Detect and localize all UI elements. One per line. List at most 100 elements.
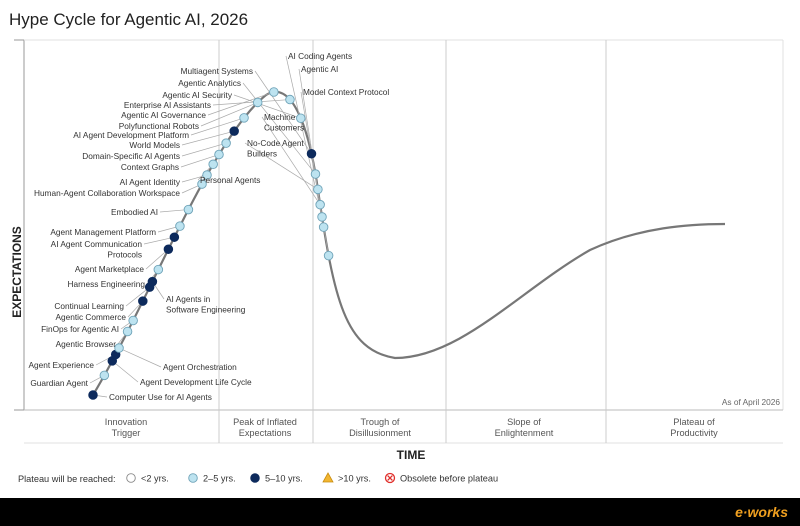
leader-enterprise-ai-assistants [212, 99, 290, 106]
label-agent-marketplace: Agent Marketplace [75, 264, 145, 274]
label-human-agent-collaboration-workspace: Human-Agent Collaboration Workspace [34, 188, 180, 198]
plot-frame [14, 39, 784, 444]
legend-5to10-symbol [250, 473, 260, 483]
marker-agentic-commerce [138, 296, 148, 306]
legend-obsolete-cross [387, 475, 393, 481]
label-harness-engineering: Harness Engineering [68, 279, 146, 289]
phase-label-plateau-of-productivity: Plateau of Productivity [670, 417, 718, 438]
leader-embodied-ai [159, 209, 189, 213]
leader-ai-agent-development-platform [190, 117, 245, 136]
label-no-code-agent-builders: No-Code Agent Builders [247, 138, 304, 159]
legend-2to5-label: 2–5 yrs. [203, 474, 236, 484]
technology-labels: Computer Use for AI Agents Guardian Agent… [29, 51, 390, 402]
marker-guardian-agent [99, 370, 110, 381]
marker-agent-orchestration [114, 343, 124, 353]
leader-ai-agent-communication-protocols [143, 236, 175, 245]
legend-2to5-symbol [188, 473, 198, 483]
phase-label-slope-of-enlightenment: Slope of Enlightenment [495, 417, 554, 438]
marker-enterprise-ai-assistants [285, 94, 295, 105]
label-agentic-ai: Agentic AI [301, 64, 338, 74]
label-polyfunctional-robots: Polyfunctional Robots [119, 121, 199, 131]
label-agentic-ai-governance: Agentic AI Governance [121, 110, 206, 120]
marker-machine-customers [315, 199, 325, 210]
marker-embodied-ai [183, 204, 194, 215]
marker-ai-agent-communication-protocols [169, 232, 180, 242]
leader-domain-specific-ai-agents [181, 142, 227, 157]
marker-harness-engineering [153, 264, 164, 275]
chart-title: Hype Cycle for Agentic AI, 2026 [9, 10, 248, 29]
phase-label-innovation-trigger: Innovation Trigger [105, 417, 147, 438]
marker-domain-specific-ai-agents [221, 138, 231, 148]
label-ai-coding-agents: AI Coding Agents [288, 51, 352, 61]
label-world-models: World Models [129, 140, 180, 150]
label-agentic-commerce: Agentic Commerce [55, 312, 126, 322]
as-of-note: As of April 2026 [722, 397, 781, 407]
marker-agentic-browser [122, 326, 133, 337]
legend: Plateau will be reached: <2 yrs. 2–5 yrs.… [18, 472, 498, 484]
leader-agentic-ai-security [233, 94, 301, 119]
leader-agentic-ai-governance [207, 91, 274, 116]
marker-world-models [229, 126, 239, 136]
legend-5to10-label: 5–10 yrs. [265, 474, 303, 484]
label-computer-use-for-ai-agents: Computer Use for AI Agents [109, 392, 212, 402]
phase-label-peak-of-inflated-expectations: Peak of Inflated Expectations [233, 417, 297, 438]
x-axis-label: TIME [397, 448, 426, 462]
label-guardian-agent: Guardian Agent [30, 378, 88, 388]
y-axis-label: EXPECTATIONS [10, 226, 24, 318]
label-multiagent-systems: Multiagent Systems [181, 66, 253, 76]
marker-ai-coding-agents [317, 212, 327, 222]
marker-ai-agents-in-software-engineering [147, 276, 158, 287]
technology-markers [88, 87, 334, 400]
label-agentic-ai-security: Agentic AI Security [162, 90, 232, 100]
marker-agentic-ai-security [296, 113, 306, 123]
label-enterprise-ai-assistants: Enterprise AI Assistants [124, 100, 211, 110]
marker-finops-for-agentic-ai [128, 315, 138, 326]
footer-bar: e·works [0, 498, 800, 526]
marker-agentic-analytics [310, 169, 321, 179]
marker-human-agent-collaboration-workspace [197, 179, 207, 189]
legend-gt10-label: >10 yrs. [338, 474, 371, 484]
marker-ai-agent-identity [202, 170, 212, 180]
label-agent-development-life-cycle: Agent Development Life Cycle [140, 377, 252, 387]
marker-model-context-protocol [323, 250, 334, 261]
marker-agent-management-platform [175, 221, 185, 231]
watermark-logo: e·works [735, 504, 788, 520]
leader-agent-marketplace [145, 248, 169, 270]
marker-personal-agents [208, 159, 218, 170]
marker-multiagent-systems [306, 149, 317, 159]
marker-computer-use-for-ai-agents [88, 390, 98, 400]
legend-obsolete-label: Obsolete before plateau [400, 474, 498, 484]
legend-lt2-label: <2 yrs. [141, 474, 169, 484]
label-agentic-analytics: Agentic Analytics [178, 78, 241, 88]
label-ai-agents-in-software-engineering: AI Agents in Software Engineering [166, 294, 246, 315]
label-machine-customers: Machine Customers [264, 112, 304, 133]
marker-no-code-agent-builders [313, 184, 323, 195]
leader-multiagent-systems [254, 70, 312, 154]
leader-continual-learning [125, 286, 150, 307]
label-context-graphs: Context Graphs [121, 162, 179, 172]
marker-context-graphs [214, 149, 224, 160]
label-agent-management-platform: Agent Management Platform [50, 227, 156, 237]
label-embodied-ai: Embodied AI [111, 207, 158, 217]
legend-gt10-symbol [322, 472, 334, 483]
leader-context-graphs [180, 154, 220, 168]
hype-cycle-chart: Hype Cycle for Agentic AI, 2026 EXPECTAT… [9, 10, 784, 484]
leader-machine-customers [261, 116, 321, 205]
label-agent-experience: Agent Experience [29, 360, 95, 370]
phase-labels: Innovation Trigger Peak of Inflated Expecta… [105, 417, 718, 438]
leader-polyfunctional-robots [200, 102, 258, 127]
label-ai-agent-development-platform: AI Agent Development Platform [73, 130, 189, 140]
label-personal-agents: Personal Agents [200, 175, 260, 185]
label-ai-agent-identity: AI Agent Identity [120, 177, 181, 187]
label-model-context-protocol: Model Context Protocol [303, 87, 389, 97]
marker-polyfunctional-robots [252, 97, 263, 108]
label-finops-for-agentic-ai: FinOps for Agentic AI [41, 324, 119, 334]
leader-world-models [181, 130, 235, 146]
label-ai-agent-communication-protocols: AI Agent Communication Protocols [51, 239, 143, 260]
marker-agentic-ai [318, 222, 329, 232]
leader-agent-development-life-cycle [112, 360, 139, 383]
label-agent-orchestration: Agent Orchestration [163, 362, 237, 372]
leader-agent-orchestration [118, 347, 162, 368]
label-domain-specific-ai-agents: Domain-Specific AI Agents [82, 151, 180, 161]
legend-lt2-symbol [126, 473, 136, 483]
